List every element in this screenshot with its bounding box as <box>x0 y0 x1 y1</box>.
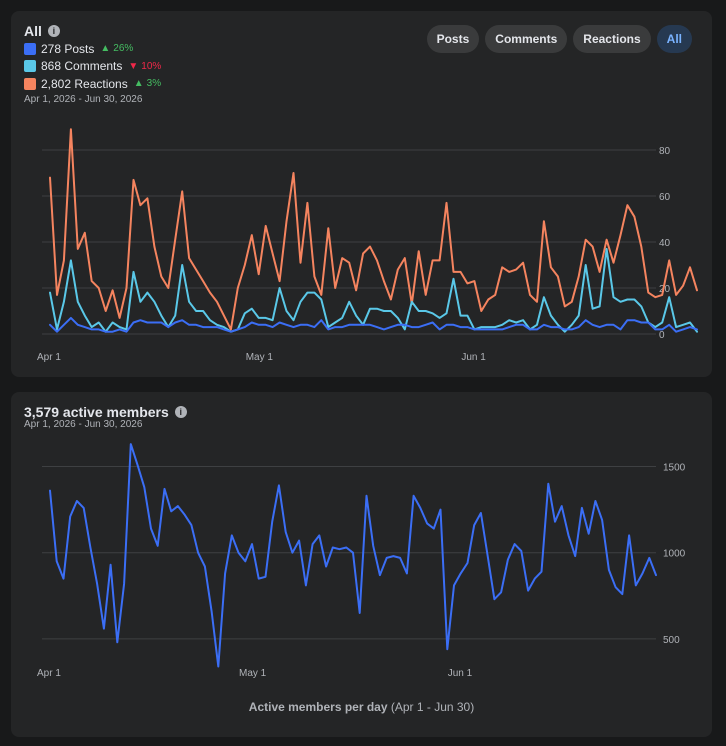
chart-caption: Active members per day (Apr 1 - Jun 30) <box>248 700 475 714</box>
y-tick-label: 0 <box>659 330 665 341</box>
y-tick-label: 80 <box>659 146 671 157</box>
series-line-active-members <box>49 443 657 668</box>
active-members-chart: 500 1000 1500 Apr 1 May 1 Jun 1 <box>37 443 686 679</box>
y-tick-label: 60 <box>659 192 671 203</box>
arrow-up-icon: ▲ <box>133 78 144 90</box>
comments-swatch <box>24 60 36 73</box>
arrow-down-icon: ▼ <box>128 60 139 72</box>
date-range: Apr 1, 2026 - Jun 30, 2026 <box>24 419 143 430</box>
engagement-header: All i <box>24 23 60 39</box>
info-icon[interactable]: i <box>174 406 187 418</box>
x-tick-label: Apr 1 <box>37 352 61 363</box>
engagement-title: All <box>24 23 42 39</box>
y-tick-label: 20 <box>659 284 671 295</box>
y-tick-label: 500 <box>663 635 680 646</box>
filter-reactions-button[interactable]: Reactions <box>573 25 651 53</box>
x-tick-label: Apr 1 <box>37 668 61 679</box>
legend-item-posts: 278 Posts ▲ 26% <box>24 40 161 58</box>
active-members-header: 3,579 active members i <box>24 404 187 420</box>
reactions-swatch <box>24 77 36 90</box>
engagement-legend: 278 Posts ▲ 26% 868 Comments ▼ 10% 2,802 R… <box>24 40 161 93</box>
posts-change: ▲ 26% <box>100 43 134 55</box>
filter-all-button[interactable]: All <box>656 25 692 53</box>
x-tick-label: Jun 1 <box>461 352 486 363</box>
info-icon[interactable]: i <box>47 25 60 37</box>
date-range: Apr 1, 2026 - Jun 30, 2026 <box>24 94 143 105</box>
arrow-up-icon: ▲ <box>100 43 111 55</box>
series-line-posts <box>49 316 698 333</box>
active-members-card: 3,579 active members i Apr 1, 2026 - Jun… <box>11 392 712 737</box>
x-tick-label: May 1 <box>246 352 274 363</box>
series-line-comments <box>49 247 698 333</box>
legend-item-reactions: 2,802 Reactions ▲ 3% <box>24 75 161 93</box>
series-line-reactions <box>49 128 698 331</box>
posts-swatch <box>24 42 36 55</box>
comments-change: ▼ 10% <box>128 60 162 72</box>
active-members-title: 3,579 active members <box>24 404 169 420</box>
engagement-chart: 0 20 40 60 80 Apr 1 May 1 Jun 1 <box>37 128 698 363</box>
reactions-count: 2,802 Reactions <box>41 76 128 91</box>
engagement-card: All i 278 Posts ▲ 26% 868 Comments ▼ 10% 2… <box>11 11 712 377</box>
y-tick-label: 40 <box>659 238 671 249</box>
filter-comments-button[interactable]: Comments <box>485 25 568 53</box>
posts-count: 278 Posts <box>41 41 95 56</box>
filter-posts-button[interactable]: Posts <box>426 25 480 53</box>
x-tick-label: May 1 <box>239 668 267 679</box>
reactions-change: ▲ 3% <box>133 78 162 90</box>
filter-buttons: Posts Comments Reactions All <box>426 25 692 53</box>
comments-count: 868 Comments <box>41 59 123 74</box>
y-tick-label: 1000 <box>663 549 686 560</box>
legend-item-comments: 868 Comments ▼ 10% <box>24 58 161 76</box>
x-tick-label: Jun 1 <box>448 668 473 679</box>
y-tick-label: 1500 <box>663 462 686 473</box>
